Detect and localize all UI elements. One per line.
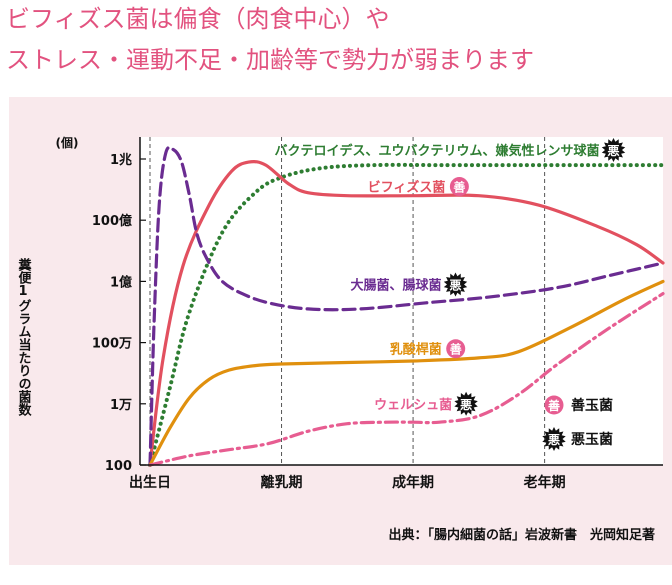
series-label-bifidus: ビフィズス菌 (368, 180, 446, 196)
source-citation: 出典：「腸内細菌の話」岩波新書 光岡知足著 (388, 527, 655, 543)
legend-label: 悪玉菌 (571, 431, 613, 448)
badge-burst (454, 391, 478, 416)
good-bacteria-badge: 善 (446, 339, 466, 359)
badge-burst (601, 138, 626, 162)
series-line-bifidus (148, 159, 665, 467)
y-tick-label: 1万 (110, 398, 132, 413)
badge-text: 悪 (548, 433, 560, 447)
y-tick-label: 100 (105, 459, 132, 474)
y-unit-label: (個) (56, 135, 79, 150)
plot-area (140, 137, 663, 465)
badge-text: 悪 (460, 398, 472, 412)
series-line-ecoli (148, 145, 665, 467)
good-bacteria-badge: 善 (449, 177, 469, 197)
chart-panel: 1兆 100億 1億 100万 1万 100 出生日 離乳期 成年期 老年期 バクテロイデス、ユウ… (9, 97, 672, 565)
series-line-lactobacillus (148, 279, 665, 467)
legend-label: 善玉菌 (571, 397, 613, 414)
badge-text: 悪 (449, 278, 461, 292)
good-bacteria-badge: 善 (544, 395, 564, 415)
y-axis-label: 糞便1グラム当たりの菌数 (16, 257, 33, 417)
badge-text: 悪 (608, 144, 620, 158)
bad-bacteria-badge: 悪 (601, 138, 626, 162)
x-tick-label: 離乳期 (261, 474, 303, 491)
badge-circle (449, 177, 469, 197)
bad-bacteria-badge: 悪 (454, 391, 478, 416)
series-label-bacteroides: バクテロイデス、ユウバクテリウム、嫌気性レンサ球菌 (274, 143, 599, 159)
y-tick-label: 1兆 (110, 152, 132, 168)
x-tick-label: 出生日 (129, 474, 171, 491)
x-tick-label: 老年期 (524, 474, 566, 491)
bad-bacteria-badge: 悪 (542, 427, 566, 451)
series-line-bacteroides (148, 162, 665, 467)
badge-circle (544, 395, 564, 415)
series-line-welchii (148, 292, 665, 467)
y-tick-label: 1億 (110, 274, 132, 290)
badge-text: 善 (453, 180, 465, 195)
series-label-ecoli: 大腸菌、腸球菌 (350, 277, 441, 293)
series-label-lactobacillus: 乳酸桿菌 (390, 342, 442, 358)
y-tick-label: 100万 (92, 337, 132, 352)
headline-line-2: ストレス・運動不足・加齢等で勢力が弱まります (6, 46, 534, 74)
series-label-welchii: ウェルシュ菌 (374, 397, 452, 413)
badge-circle (446, 339, 466, 359)
badge-burst (443, 272, 468, 297)
badge-text: 善 (548, 398, 560, 413)
badge-burst (542, 427, 566, 451)
bad-bacteria-badge: 悪 (443, 272, 468, 297)
badge-text: 善 (450, 342, 462, 357)
x-tick-label: 成年期 (392, 474, 434, 491)
headline-line-1: ビフィズス菌は偏食（肉食中心）や (6, 5, 390, 33)
y-tick-label: 100億 (92, 213, 132, 229)
